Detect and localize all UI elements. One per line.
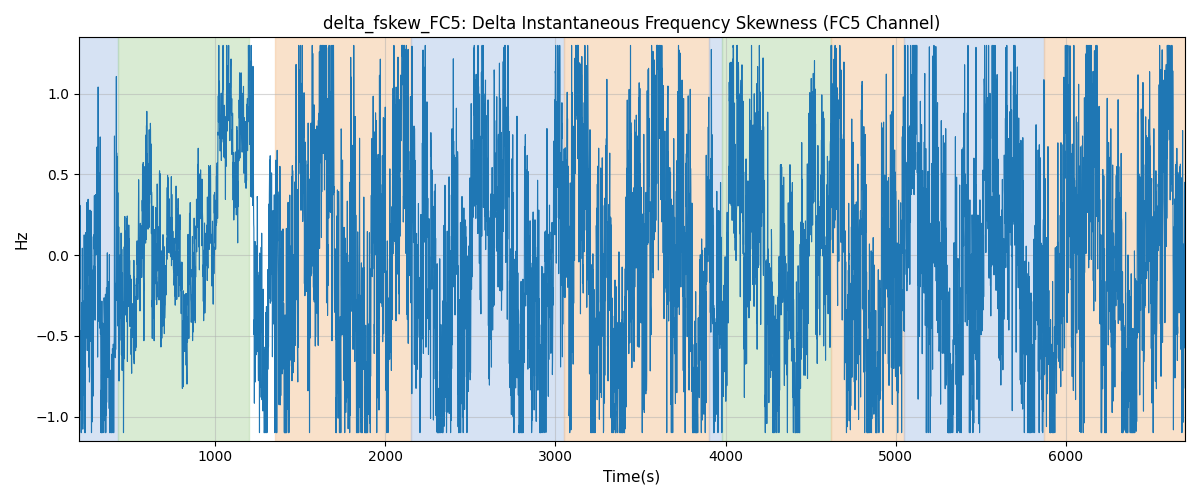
Bar (905, 38, 1044, 440)
Bar (118, 38, 250, 440)
X-axis label: Time(s): Time(s) (604, 470, 660, 485)
Y-axis label: Hz: Hz (14, 230, 30, 249)
Bar (79, 38, 118, 440)
Bar (832, 38, 905, 440)
Bar (410, 38, 564, 440)
Bar (1044, 38, 1186, 440)
Bar (564, 38, 708, 440)
Title: delta_fskew_FC5: Delta Instantaneous Frequency Skewness (FC5 Channel): delta_fskew_FC5: Delta Instantaneous Fre… (323, 15, 941, 34)
Bar (722, 38, 832, 440)
Bar (708, 38, 722, 440)
Bar (275, 38, 410, 440)
